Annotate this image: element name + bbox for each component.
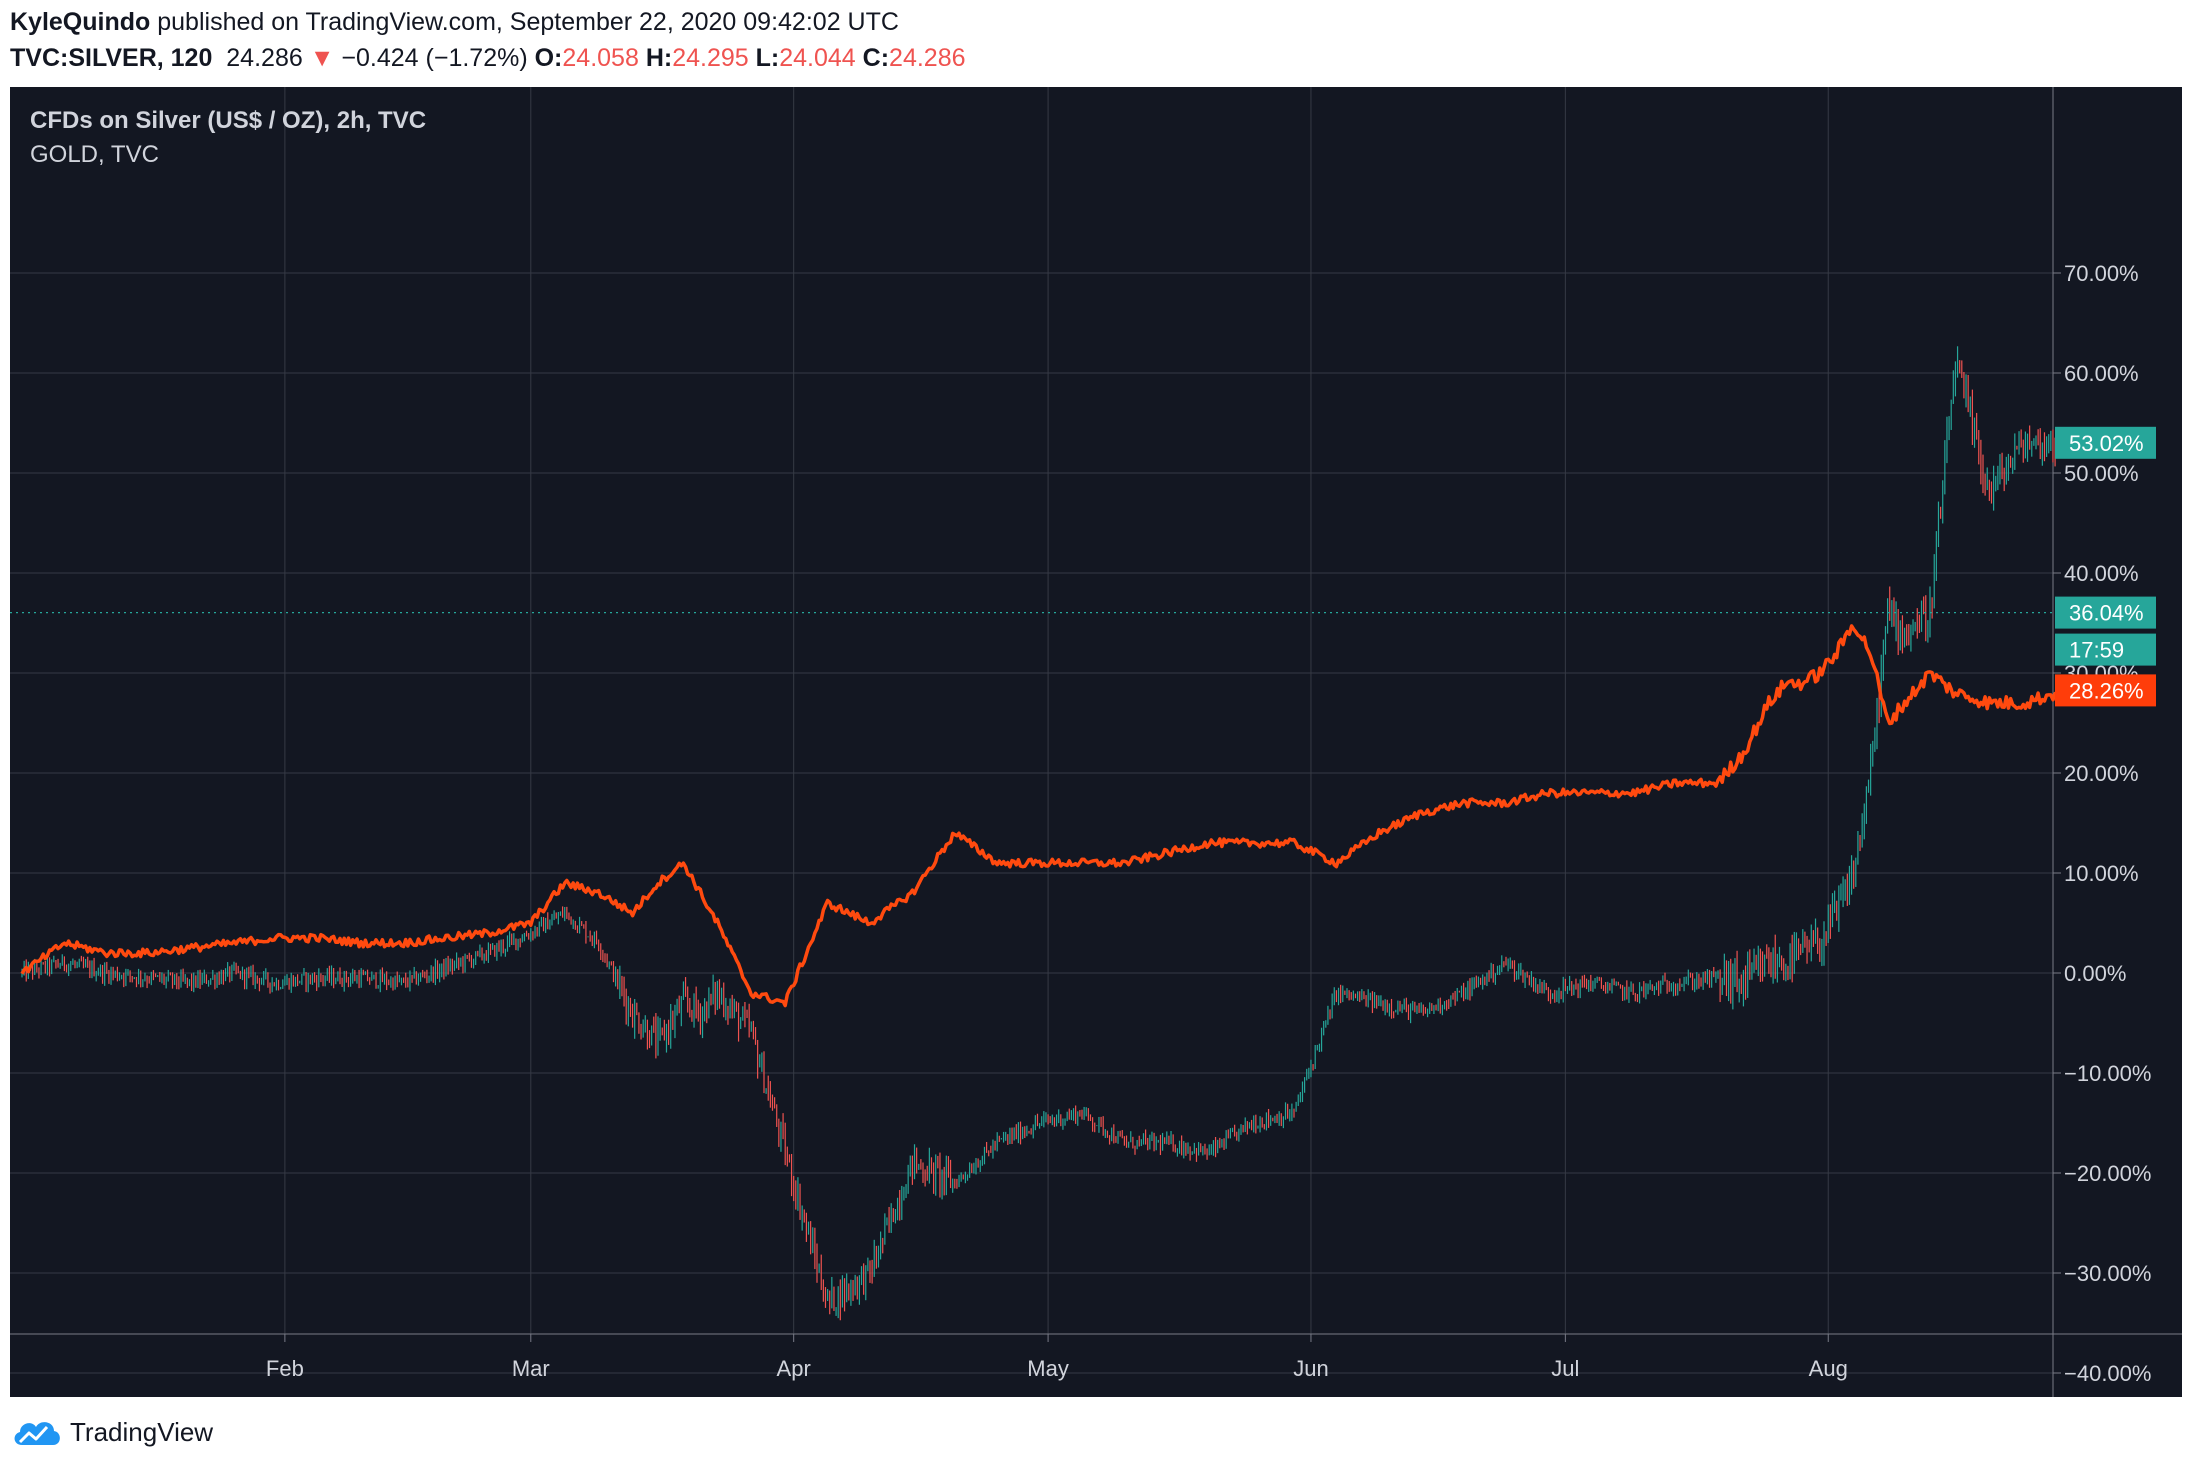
x-tick-label: Jul bbox=[1551, 1356, 1579, 1381]
published-text: published on TradingView.com, September … bbox=[150, 8, 899, 36]
x-tick-label: Apr bbox=[777, 1356, 811, 1381]
axis-lines bbox=[10, 87, 2182, 1397]
gold-last-label-bg bbox=[2055, 674, 2156, 707]
author-name[interactable]: KyleQuindo bbox=[10, 8, 151, 36]
chart-legend: CFDs on Silver (US$ / OZ), 2h, TVC GOLD,… bbox=[30, 107, 426, 168]
gold-line bbox=[20, 624, 2059, 1008]
close-label: C: bbox=[862, 44, 890, 72]
close-value: 24.286 bbox=[889, 44, 966, 72]
chart-panel[interactable]: 70.00% 60.00% 50.00% 40.00% 30.00% 20.00% 10.0… bbox=[10, 87, 2182, 1397]
high-value: 24.295 bbox=[672, 44, 749, 72]
down-arrow-icon: ▼ bbox=[309, 44, 335, 72]
current-price-label-bg bbox=[2055, 596, 2156, 629]
footer: TradingView bbox=[10, 1412, 213, 1452]
countdown-label: 17:59 bbox=[2069, 638, 2124, 663]
x-tick-label: Feb bbox=[266, 1356, 304, 1381]
y-axis[interactable]: 70.00%60.00%50.00%40.00%30.00%20.00%10.0… bbox=[2064, 261, 2151, 1386]
silver-candles bbox=[21, 346, 2058, 1321]
silver-last-label: 53.02% bbox=[2069, 431, 2144, 456]
price-change: −0.424 (−1.72%) bbox=[341, 44, 528, 72]
y-tick-label: 70.00% bbox=[2064, 261, 2139, 286]
y-tick-label: −40.00% bbox=[2064, 1361, 2151, 1386]
y-tick-label: −10.00% bbox=[2064, 1061, 2151, 1086]
y-tick-label: 20.00% bbox=[2064, 761, 2139, 786]
legend-main-series[interactable]: CFDs on Silver (US$ / OZ), 2h, TVC bbox=[30, 107, 426, 134]
x-tick-label: May bbox=[1027, 1356, 1069, 1381]
y-tick-label: 0.00% bbox=[2064, 961, 2126, 986]
y-tick-label: 60.00% bbox=[2064, 361, 2139, 386]
high-label: H: bbox=[645, 44, 673, 72]
brand-name[interactable]: TradingView bbox=[70, 1416, 214, 1447]
countdown-label-bg bbox=[2055, 633, 2156, 666]
current-price-label: 36.04% bbox=[2069, 601, 2144, 626]
open-value: 24.058 bbox=[562, 44, 639, 72]
y-tick-label: −30.00% bbox=[2064, 1261, 2151, 1286]
last-price: 24.286 bbox=[226, 44, 303, 72]
y-tick-label: −20.00% bbox=[2064, 1161, 2151, 1186]
y-tick-label: 10.00% bbox=[2064, 861, 2139, 886]
tradingview-cloud-icon[interactable] bbox=[10, 1415, 62, 1449]
low-value: 24.044 bbox=[779, 44, 856, 72]
gold-series bbox=[20, 624, 2059, 1008]
symbol-name: TVC:SILVER, 120 bbox=[10, 44, 213, 72]
silver-last-label-bg bbox=[2055, 426, 2156, 459]
grid-lines bbox=[10, 87, 2053, 1374]
y-tick-label: 40.00% bbox=[2064, 561, 2139, 586]
legend-compare-series[interactable]: GOLD, TVC bbox=[30, 141, 159, 168]
x-tick-label: Aug bbox=[1809, 1356, 1848, 1381]
x-tick-label: Mar bbox=[512, 1356, 550, 1381]
x-tick-label: Jun bbox=[1293, 1356, 1328, 1381]
symbol-info: TVC:SILVER, 120 24.286 ▼ −0.424 (−1.72%)… bbox=[10, 44, 966, 73]
price-labels: 53.02% 36.04% 17:59 28.26% bbox=[10, 426, 2156, 707]
gold-last-label: 28.26% bbox=[2069, 678, 2144, 703]
publish-info: KyleQuindo published on TradingView.com,… bbox=[10, 8, 899, 37]
x-axis[interactable]: Feb Mar Apr May Jun Jul Aug bbox=[266, 1356, 1848, 1381]
y-tick-label: 50.00% bbox=[2064, 461, 2139, 486]
low-label: L: bbox=[755, 44, 780, 72]
price-chart[interactable]: 70.00%60.00%50.00%40.00%30.00%20.00%10.0… bbox=[10, 87, 2182, 1397]
open-label: O: bbox=[534, 44, 563, 72]
